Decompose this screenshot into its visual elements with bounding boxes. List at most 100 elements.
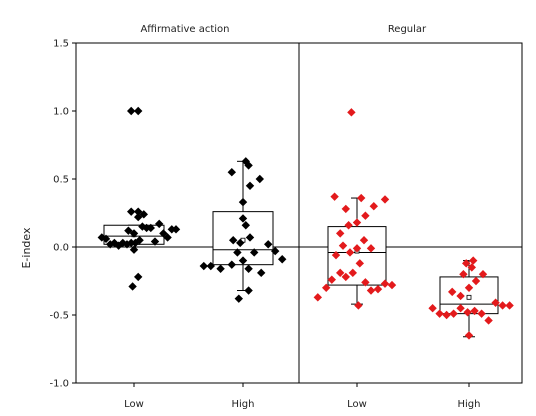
data-point: [369, 202, 378, 211]
data-point: [127, 106, 136, 116]
data-point: [347, 108, 356, 117]
category-label: High: [232, 399, 255, 410]
data-point: [313, 293, 322, 302]
data-point: [464, 331, 474, 340]
data-point: [428, 304, 437, 313]
data-point: [352, 244, 362, 253]
data-point: [101, 234, 111, 244]
data-point: [134, 272, 143, 282]
data-point: [366, 286, 376, 295]
data-point: [150, 237, 160, 246]
data-point: [449, 309, 458, 318]
data-point: [498, 301, 507, 310]
data-point: [322, 283, 331, 292]
data-point: [255, 174, 264, 184]
data-point: [344, 221, 353, 230]
data-point: [229, 236, 238, 245]
data-point: [354, 301, 363, 310]
y-tick-label: 1.0: [53, 107, 69, 118]
data-point: [387, 280, 397, 290]
data-point: [341, 204, 350, 214]
panel-titles: Affirmative action Regular: [140, 24, 427, 35]
category-labels: Low High Low High: [124, 383, 480, 410]
data-point: [505, 301, 514, 310]
data-point: [163, 233, 172, 242]
data-point: [238, 214, 248, 223]
data-point: [127, 207, 136, 216]
data-point: [341, 272, 350, 282]
data-point: [477, 309, 486, 318]
data-point: [331, 250, 341, 260]
data-point: [128, 282, 137, 291]
data-point: [435, 309, 444, 318]
data-point: [155, 219, 164, 229]
y-tick-label: 1.5: [53, 39, 69, 50]
mean-marker: [466, 294, 472, 300]
data-point: [352, 218, 362, 227]
data-point: [233, 248, 242, 257]
data-point: [462, 259, 471, 268]
y-axis-label: E-index: [20, 227, 33, 269]
data-point: [484, 316, 493, 325]
data-point: [338, 241, 348, 250]
data-point: [469, 256, 478, 265]
data-point: [139, 210, 148, 219]
data-point: [264, 240, 273, 249]
data-point: [238, 197, 248, 207]
data-point: [244, 286, 253, 295]
data-point: [380, 195, 390, 204]
data-point: [448, 287, 457, 297]
data-point: [471, 276, 481, 286]
plot-frame: [75, 42, 523, 384]
data-point: [361, 278, 370, 287]
y-axis-ticks: -1.0 -0.5 0.0 0.5 1.0 1.5: [49, 39, 76, 390]
data-point: [357, 193, 366, 203]
data-point: [257, 268, 266, 278]
data-point: [129, 245, 139, 254]
data-point: [336, 268, 345, 278]
data-point: [359, 236, 369, 245]
data-point: [250, 248, 259, 257]
data-point: [245, 181, 255, 190]
data-point: [134, 106, 143, 116]
y-tick-label: -0.5: [49, 311, 69, 322]
data-point: [241, 221, 250, 230]
data-point: [366, 244, 376, 253]
data-point: [330, 192, 339, 201]
data-point: [236, 238, 245, 248]
data-point: [355, 259, 364, 268]
data-point: [245, 233, 255, 242]
y-tick-label: -1.0: [49, 379, 69, 390]
panel-title-left: Affirmative action: [140, 24, 229, 35]
data-point: [470, 306, 479, 316]
data-point: [327, 275, 336, 284]
data-point: [146, 223, 155, 233]
data-point: [234, 294, 243, 303]
data-point: [199, 261, 208, 271]
panel-title-right: Regular: [388, 24, 427, 35]
data-point: [106, 240, 115, 249]
data-point: [227, 168, 236, 177]
data-point: [459, 270, 468, 279]
data-point: [241, 157, 250, 166]
category-label: Low: [124, 399, 144, 410]
data-point: [206, 261, 215, 271]
data-point: [227, 260, 236, 269]
data-point: [456, 304, 465, 313]
data-point: [380, 279, 390, 288]
data-point: [348, 268, 357, 278]
data-point: [278, 255, 287, 264]
category-label: High: [458, 399, 481, 410]
data-point: [373, 284, 383, 294]
data-point: [129, 229, 139, 238]
data-point: [463, 308, 472, 317]
data-point: [238, 256, 248, 265]
data-point: [271, 246, 280, 256]
data-point: [244, 264, 253, 273]
data-point: [171, 225, 181, 234]
data-point: [135, 236, 144, 245]
data-point: [122, 240, 132, 249]
y-tick-label: 0.0: [53, 243, 69, 254]
y-tick-label: 0.5: [53, 175, 69, 186]
